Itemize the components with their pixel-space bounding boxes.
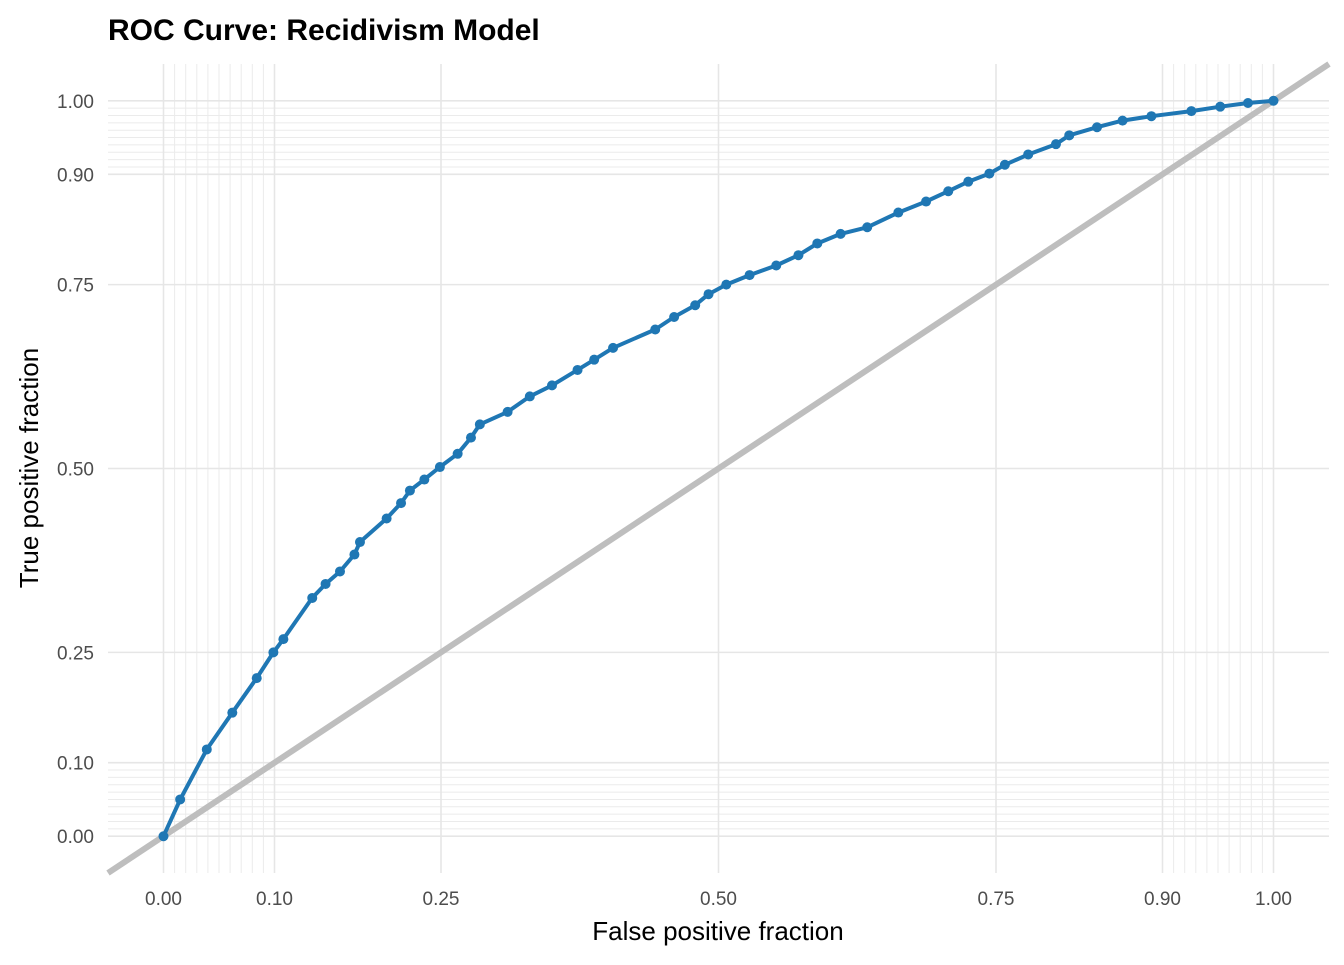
roc-point <box>307 592 318 603</box>
reference-diagonal-line <box>106 61 1331 876</box>
roc-point <box>721 279 732 290</box>
roc-point <box>396 498 407 509</box>
x-axis-title: False positive fraction <box>592 916 843 946</box>
roc-point <box>669 311 680 322</box>
roc-point <box>1023 149 1034 160</box>
roc-point <box>465 432 476 443</box>
roc-point <box>419 474 430 485</box>
x-tick-label: 0.25 <box>423 889 460 910</box>
roc-point <box>268 647 279 658</box>
x-tick-label: 0.50 <box>700 889 737 910</box>
x-tick-label: 0.75 <box>978 889 1015 910</box>
chart-title: ROC Curve: Recidivism Model <box>108 14 540 47</box>
roc-point <box>1242 97 1253 108</box>
roc-point <box>984 168 995 179</box>
roc-point <box>744 270 755 281</box>
roc-point <box>771 260 782 271</box>
y-tick-label: 0.50 <box>57 460 94 481</box>
reference-layer <box>106 61 1331 876</box>
roc-point <box>452 448 463 459</box>
roc-point <box>201 744 212 755</box>
roc-point <box>999 159 1010 170</box>
roc-point <box>278 634 289 645</box>
roc-point <box>921 196 932 207</box>
roc-point <box>474 419 485 430</box>
grid-layer <box>108 64 1329 873</box>
roc-point <box>893 207 904 218</box>
roc-point <box>334 566 345 577</box>
roc-point <box>572 364 583 375</box>
y-tick-label: 0.00 <box>57 827 94 848</box>
roc-point <box>1268 95 1279 106</box>
roc-point <box>381 513 392 524</box>
x-tick-label: 0.10 <box>256 889 293 910</box>
roc-point <box>943 186 954 197</box>
roc-point <box>1092 122 1103 133</box>
roc-point <box>1117 115 1128 126</box>
roc-point <box>502 406 513 417</box>
roc-point <box>434 462 445 473</box>
roc-point <box>404 485 415 496</box>
roc-point <box>608 342 619 353</box>
x-tick-label: 1.00 <box>1255 889 1292 910</box>
roc-point <box>963 176 974 187</box>
roc-point <box>547 380 557 391</box>
roc-point <box>354 537 365 548</box>
y-tick-label: 0.10 <box>57 754 94 775</box>
y-tick-label: 1.00 <box>57 92 94 113</box>
roc-point <box>1146 111 1157 122</box>
y-axis-title: True positive fraction <box>14 348 44 588</box>
roc-point <box>227 707 238 718</box>
roc-point <box>690 300 701 311</box>
x-tick-label: 0.90 <box>1144 889 1181 910</box>
roc-point <box>320 578 331 589</box>
roc-point <box>524 391 535 402</box>
roc-point <box>835 228 846 239</box>
roc-point <box>1186 106 1197 117</box>
roc-point <box>158 831 169 842</box>
roc-point <box>251 673 262 684</box>
roc-point <box>175 794 186 805</box>
roc-point <box>589 354 600 365</box>
roc-point <box>862 222 873 233</box>
roc-point <box>812 238 823 249</box>
roc-point <box>703 289 714 300</box>
series-layer <box>158 95 1279 842</box>
roc-point <box>1064 130 1075 141</box>
tick-label-layer: 0.00 0.10 0.25 0.50 0.75 0.90 1.00 0.00 0.10 0.25… <box>57 92 1292 910</box>
roc-point <box>349 549 360 560</box>
y-tick-label: 0.90 <box>57 165 94 186</box>
roc-point <box>793 250 804 261</box>
y-tick-label: 0.75 <box>57 276 94 297</box>
y-tick-label: 0.25 <box>57 643 94 664</box>
roc-point <box>650 324 661 335</box>
x-tick-label: 0.00 <box>145 889 182 910</box>
roc-point <box>1050 139 1061 150</box>
roc-point <box>1215 101 1226 112</box>
